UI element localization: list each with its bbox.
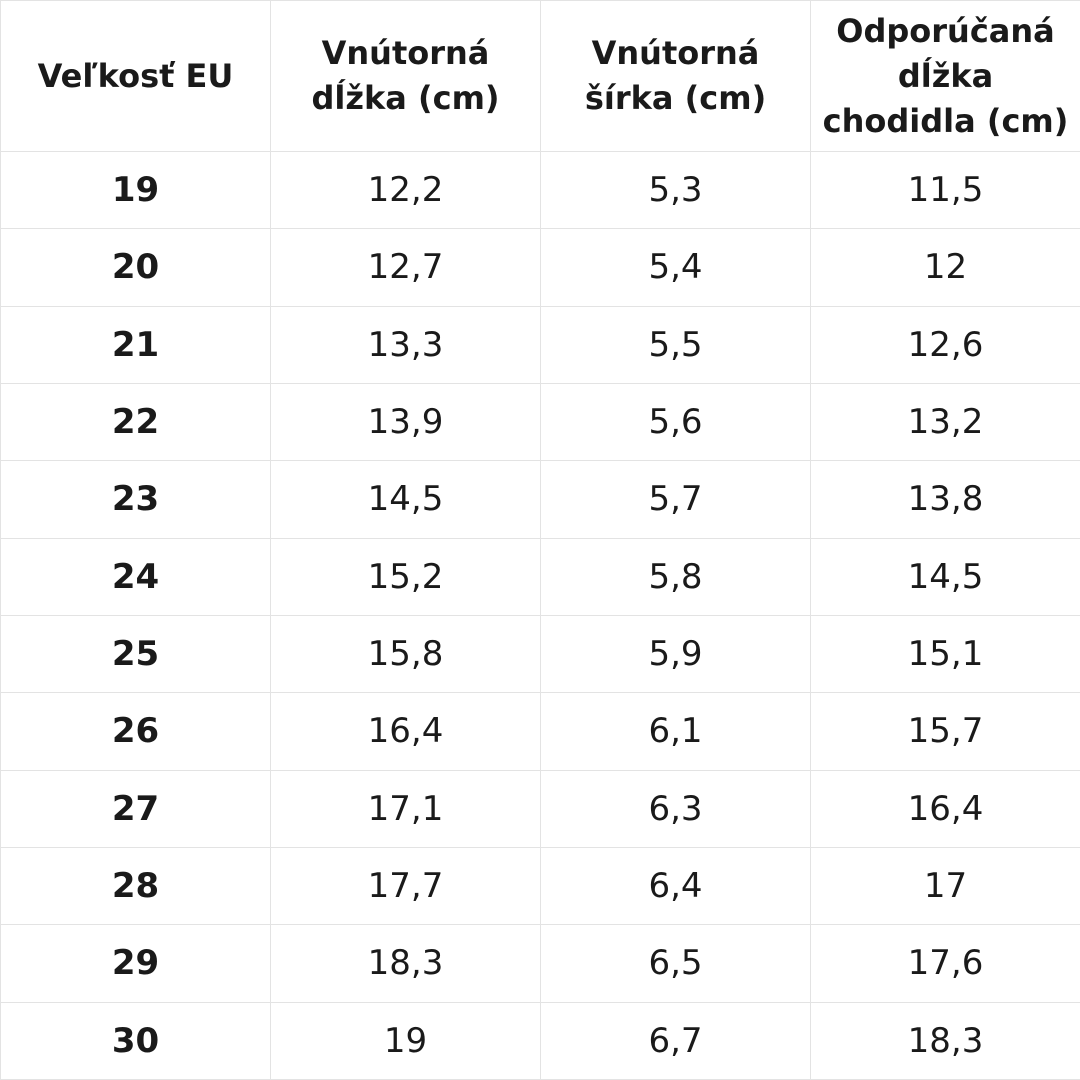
cell-inner-length: 14,5	[270, 460, 541, 539]
cell-inner-width: 6,7	[540, 1001, 811, 1080]
cell-recommended-foot-length: 12	[810, 228, 1080, 307]
cell-recommended-foot-length: 12,6	[810, 305, 1080, 384]
table-row: 26 16,4 6,1 15,7	[0, 692, 1080, 771]
cell-recommended-foot-length: 13,2	[810, 382, 1080, 462]
cell-inner-length: 15,2	[270, 537, 541, 616]
cell-recommended-foot-length: 17	[810, 846, 1080, 926]
cell-inner-length: 12,7	[270, 228, 541, 307]
header-recommended-foot-length: Odporúčaná dĺžka chodidla (cm)	[810, 0, 1080, 152]
table-header: Veľkosť EU Vnútorná dĺžka (cm) Vnútorná …	[0, 0, 1080, 152]
cell-inner-length: 17,7	[270, 846, 541, 926]
cell-inner-length: 13,9	[270, 382, 541, 462]
table-row: 21 13,3 5,5 12,6	[0, 305, 1080, 384]
cell-inner-width: 5,6	[540, 382, 811, 462]
table-row: 20 12,7 5,4 12	[0, 228, 1080, 307]
table-row: 23 14,5 5,7 13,8	[0, 460, 1080, 539]
cell-eu-size: 19	[0, 150, 271, 230]
table-row: 19 12,2 5,3 11,5	[0, 150, 1080, 230]
cell-eu-size: 26	[0, 692, 271, 771]
cell-inner-width: 5,8	[540, 537, 811, 616]
cell-eu-size: 29	[0, 924, 271, 1003]
cell-inner-length: 16,4	[270, 692, 541, 771]
cell-recommended-foot-length: 14,5	[810, 537, 1080, 616]
header-eu-size: Veľkosť EU	[0, 0, 271, 152]
cell-eu-size: 30	[0, 1001, 271, 1080]
cell-recommended-foot-length: 17,6	[810, 924, 1080, 1003]
cell-inner-width: 6,1	[540, 692, 811, 771]
table-row: 27 17,1 6,3 16,4	[0, 769, 1080, 848]
table-body: 19 12,2 5,3 11,5 20 12,7 5,4 12 21 13,3 …	[0, 150, 1080, 1080]
header-row: Veľkosť EU Vnútorná dĺžka (cm) Vnútorná …	[0, 0, 1080, 152]
cell-inner-length: 15,8	[270, 614, 541, 694]
cell-inner-length: 19	[270, 1001, 541, 1080]
header-inner-length: Vnútorná dĺžka (cm)	[270, 0, 541, 152]
cell-eu-size: 25	[0, 614, 271, 694]
cell-eu-size: 24	[0, 537, 271, 616]
table-row: 28 17,7 6,4 17	[0, 846, 1080, 926]
cell-inner-length: 13,3	[270, 305, 541, 384]
header-inner-width: Vnútorná šírka (cm)	[540, 0, 811, 152]
cell-eu-size: 21	[0, 305, 271, 384]
cell-inner-length: 17,1	[270, 769, 541, 848]
cell-inner-width: 5,3	[540, 150, 811, 230]
table-row: 29 18,3 6,5 17,6	[0, 924, 1080, 1003]
cell-eu-size: 20	[0, 228, 271, 307]
cell-inner-width: 6,3	[540, 769, 811, 848]
cell-recommended-foot-length: 13,8	[810, 460, 1080, 539]
cell-inner-width: 5,5	[540, 305, 811, 384]
cell-recommended-foot-length: 11,5	[810, 150, 1080, 230]
table-row: 25 15,8 5,9 15,1	[0, 614, 1080, 694]
table-row: 22 13,9 5,6 13,2	[0, 382, 1080, 462]
cell-eu-size: 22	[0, 382, 271, 462]
cell-recommended-foot-length: 15,1	[810, 614, 1080, 694]
cell-eu-size: 27	[0, 769, 271, 848]
cell-inner-width: 5,9	[540, 614, 811, 694]
cell-recommended-foot-length: 18,3	[810, 1001, 1080, 1080]
cell-eu-size: 23	[0, 460, 271, 539]
cell-recommended-foot-length: 16,4	[810, 769, 1080, 848]
cell-inner-width: 5,4	[540, 228, 811, 307]
cell-recommended-foot-length: 15,7	[810, 692, 1080, 771]
table-row: 30 19 6,7 18,3	[0, 1001, 1080, 1080]
cell-inner-length: 18,3	[270, 924, 541, 1003]
cell-inner-width: 6,4	[540, 846, 811, 926]
cell-inner-width: 5,7	[540, 460, 811, 539]
cell-inner-width: 6,5	[540, 924, 811, 1003]
table-row: 24 15,2 5,8 14,5	[0, 537, 1080, 616]
cell-eu-size: 28	[0, 846, 271, 926]
cell-inner-length: 12,2	[270, 150, 541, 230]
